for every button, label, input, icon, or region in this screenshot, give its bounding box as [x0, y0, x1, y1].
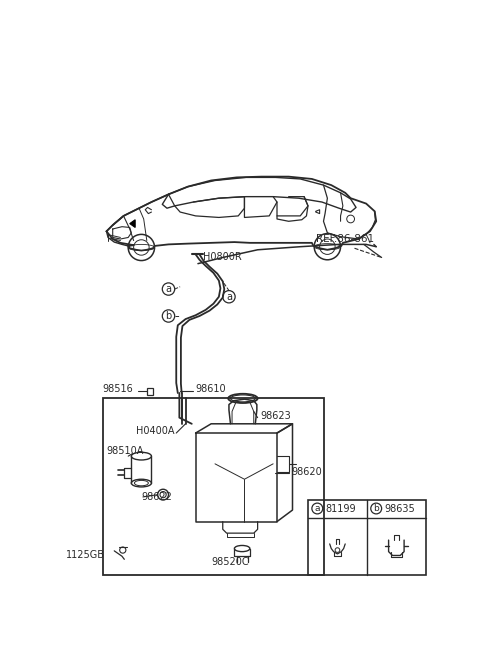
- Text: a: a: [166, 284, 171, 294]
- Bar: [103, 398, 324, 576]
- Text: H0800R: H0800R: [203, 252, 241, 263]
- Text: H0400A: H0400A: [136, 426, 175, 436]
- Text: 98622: 98622: [142, 492, 172, 502]
- Text: 1125GB: 1125GB: [66, 550, 105, 560]
- Text: 98620: 98620: [291, 466, 322, 476]
- Text: 98635: 98635: [384, 503, 415, 514]
- FancyBboxPatch shape: [147, 388, 153, 395]
- Text: 98623: 98623: [260, 411, 291, 421]
- Text: a: a: [314, 504, 320, 513]
- Text: 98610: 98610: [196, 384, 226, 394]
- Text: b: b: [373, 504, 379, 513]
- Text: b: b: [166, 311, 172, 321]
- Text: a: a: [226, 292, 232, 302]
- Text: 98516: 98516: [103, 384, 133, 394]
- Text: 81199: 81199: [325, 503, 356, 514]
- Polygon shape: [130, 219, 135, 227]
- Text: 98520C: 98520C: [212, 557, 249, 568]
- Text: REF.86-861: REF.86-861: [316, 234, 374, 244]
- Text: 98510A: 98510A: [107, 445, 144, 456]
- Bar: [308, 500, 426, 576]
